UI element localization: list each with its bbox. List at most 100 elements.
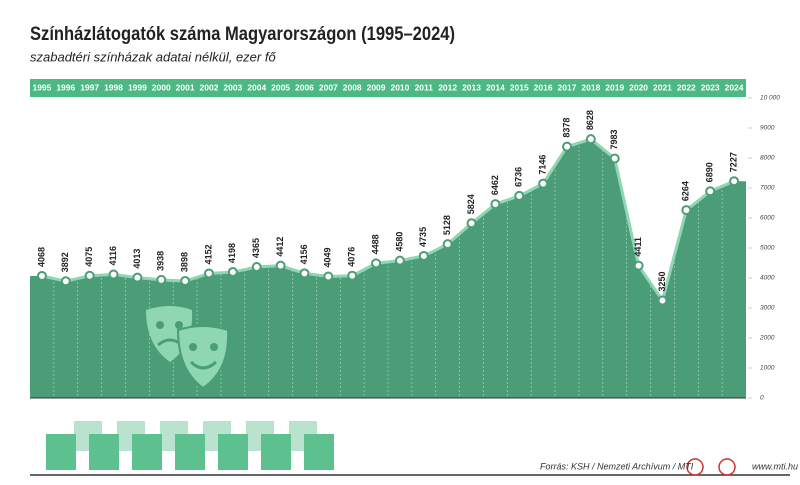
point — [204, 268, 214, 279]
x-tick-label: 2020 — [629, 82, 648, 92]
point — [562, 141, 572, 152]
x-tick-label: 2024 — [725, 82, 744, 92]
x-tick-label: 2016 — [534, 82, 553, 92]
value-label: 3898 — [180, 252, 190, 272]
x-tick-label: 1995 — [32, 82, 51, 92]
x-tick-label: 1998 — [104, 82, 123, 92]
point — [108, 269, 119, 280]
point — [371, 258, 382, 269]
x-tick-label: 2018 — [581, 82, 600, 92]
point — [442, 239, 453, 250]
point — [681, 205, 692, 216]
theater-masks — [146, 306, 230, 390]
y-tick-label: 8000 — [760, 155, 775, 162]
x-tick-label: 2010 — [390, 82, 409, 92]
x-tick-label: 1996 — [56, 82, 75, 92]
value-label: 4411 — [633, 237, 643, 257]
point — [609, 153, 620, 164]
x-tick-label: 2007 — [319, 82, 338, 92]
point — [657, 295, 668, 306]
chart-subtitle: szabadtéri színházak adatai nélkül, ezer… — [30, 49, 276, 64]
y-tick-label: 2000 — [759, 335, 775, 342]
value-label: 6736 — [514, 167, 524, 187]
x-tick-label: 2002 — [200, 82, 219, 92]
x-tick-label: 2000 — [152, 82, 171, 92]
y-tick-label: 9000 — [760, 125, 775, 132]
point — [180, 276, 191, 287]
value-label: 3892 — [60, 252, 70, 272]
value-label: 4076 — [347, 247, 357, 267]
y-tick-label: 6000 — [760, 215, 775, 222]
website: www.mti.hu — [752, 461, 798, 471]
value-label: 6462 — [490, 175, 500, 195]
value-label: 6890 — [705, 162, 715, 182]
x-tick-label: 2013 — [462, 82, 481, 92]
point — [323, 271, 334, 282]
y-tick-label: 0 — [760, 395, 764, 402]
x-tick-label: 2023 — [701, 82, 720, 92]
point — [729, 176, 740, 187]
value-label: 4013 — [132, 249, 142, 269]
point — [514, 190, 525, 201]
year-band — [30, 79, 746, 97]
value-label: 4075 — [84, 247, 94, 267]
value-label: 4152 — [203, 244, 213, 264]
point — [466, 218, 477, 229]
value-label: 4412 — [275, 237, 285, 257]
x-tick-label: 2001 — [176, 82, 195, 92]
value-label: 4116 — [108, 246, 118, 266]
x-tick-label: 2022 — [677, 82, 696, 92]
y-tick-label: 3000 — [760, 305, 775, 312]
x-tick-label: 2008 — [343, 82, 362, 92]
point — [538, 178, 549, 189]
value-label: 5128 — [442, 215, 452, 235]
value-label: 8628 — [585, 110, 595, 130]
x-tick-label: 2006 — [295, 82, 314, 92]
point — [156, 274, 167, 285]
point — [132, 272, 143, 283]
x-tick-label: 2005 — [271, 82, 290, 92]
y-tick-label: 10 000 — [760, 95, 780, 102]
x-tick-label: 2004 — [247, 82, 266, 92]
value-label: 4068 — [36, 247, 46, 267]
value-label: 6264 — [681, 181, 691, 201]
point — [490, 199, 501, 210]
point — [705, 186, 716, 197]
value-label: 8378 — [561, 118, 571, 138]
value-label: 7983 — [609, 129, 619, 149]
point — [347, 270, 358, 281]
point — [36, 270, 47, 281]
value-label: 7227 — [728, 152, 738, 172]
x-tick-label: 1997 — [80, 82, 99, 92]
y-tick-label: 4000 — [760, 275, 775, 282]
point — [227, 267, 238, 278]
point — [585, 134, 596, 145]
x-tick-label: 2015 — [510, 82, 529, 92]
point — [60, 276, 71, 287]
decoration — [30, 421, 790, 476]
point — [251, 262, 262, 273]
value-label: 5824 — [466, 194, 476, 214]
point — [394, 255, 405, 266]
value-label: 4049 — [323, 247, 333, 267]
value-label: 4488 — [370, 234, 380, 254]
y-tick-label: 1000 — [760, 365, 775, 372]
value-label: 4735 — [418, 227, 428, 247]
point — [275, 260, 286, 271]
y-tick-label: 7000 — [760, 185, 775, 192]
value-label: 4365 — [251, 238, 261, 258]
point — [84, 270, 95, 281]
point — [299, 268, 310, 279]
source: Forrás: KSH / Nemzeti Archívum / MTI — [540, 461, 694, 471]
x-tick-label: 2012 — [438, 82, 457, 92]
value-label: 4198 — [227, 243, 237, 263]
value-label: 7146 — [538, 155, 548, 175]
x-tick-label: 2011 — [415, 82, 434, 92]
point — [633, 260, 644, 271]
x-tick-label: 2014 — [486, 82, 505, 92]
x-tick-label: 1999 — [128, 82, 147, 92]
point — [418, 250, 429, 261]
value-label: 3938 — [156, 251, 166, 271]
x-tick-label: 2019 — [605, 82, 624, 92]
